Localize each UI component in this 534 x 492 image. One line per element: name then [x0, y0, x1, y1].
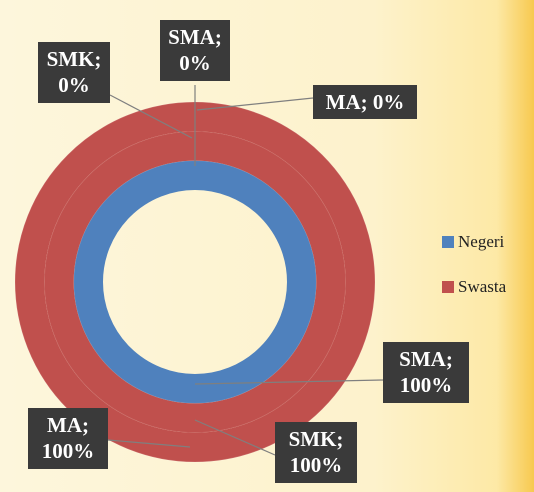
legend-label: Swasta — [458, 277, 507, 296]
data-label: SMK; 100% — [275, 422, 357, 483]
leader-line — [194, 379, 384, 385]
data-label: MA; 100% — [28, 408, 108, 469]
data-label: MA; 0% — [313, 85, 417, 120]
leader-line — [107, 439, 191, 448]
legend-swatch — [442, 236, 454, 248]
legend-label: Negeri — [458, 232, 505, 251]
data-label: SMA; 0% — [160, 20, 230, 81]
data-label: SMK; 0% — [38, 42, 110, 103]
data-label: SMA; 100% — [383, 342, 469, 403]
legend-item: Swasta — [442, 277, 506, 297]
legend-item: Negeri — [442, 232, 504, 252]
ring-slice — [73, 160, 317, 404]
legend-swatch — [442, 281, 454, 293]
leader-line — [194, 419, 276, 456]
leader-line — [109, 94, 193, 139]
leader-line — [196, 97, 314, 111]
